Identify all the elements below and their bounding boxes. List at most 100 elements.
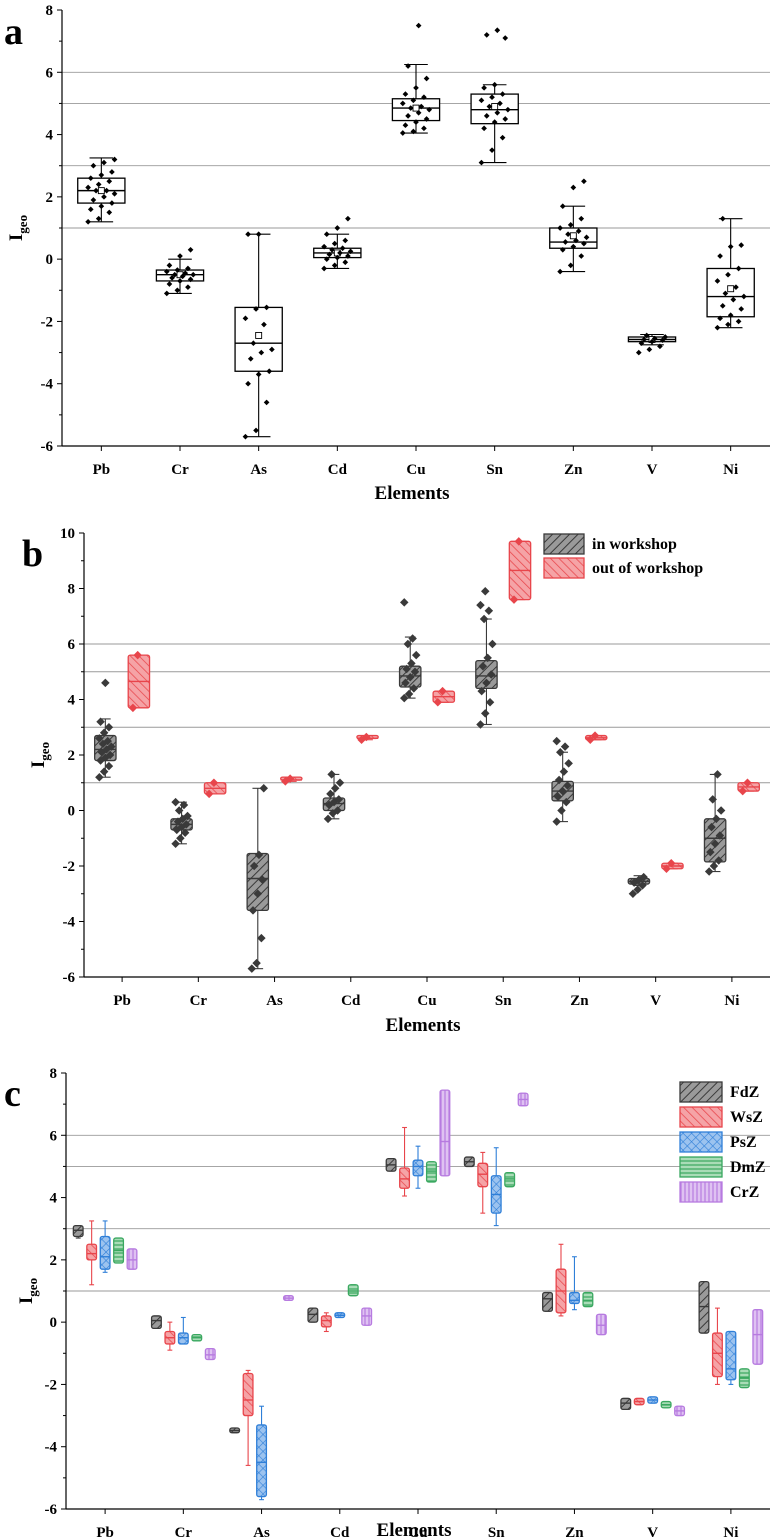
data-point: [245, 380, 251, 387]
data-point: [409, 684, 419, 693]
data-point: [345, 253, 351, 259]
data-point: [666, 858, 676, 868]
data-point: [722, 290, 729, 297]
data-point: [633, 885, 642, 894]
box: [542, 1291, 554, 1312]
data-point: [399, 100, 406, 107]
data-point: [578, 253, 585, 259]
data-point: [323, 814, 333, 824]
data-point: [565, 231, 571, 238]
y-tick-label: 6: [68, 637, 76, 653]
data-point: [641, 336, 647, 343]
data-point: [741, 293, 747, 300]
data-point: [263, 304, 270, 311]
data-point: [347, 248, 354, 255]
data-point: [476, 600, 485, 610]
data-point: [410, 97, 417, 104]
data-point: [407, 105, 414, 111]
mean-marker: [727, 285, 735, 293]
y-tick-label: 4: [50, 1191, 58, 1207]
data-point: [738, 242, 745, 248]
data-point: [171, 839, 180, 849]
mean-marker: [491, 103, 499, 110]
data-point: [255, 371, 262, 378]
data-point: [485, 698, 495, 707]
data-point: [410, 667, 420, 676]
data-point: [476, 720, 485, 729]
data-point: [657, 343, 663, 350]
legend-label: PsZ: [730, 1134, 757, 1151]
data-point: [327, 770, 336, 779]
data-point: [163, 290, 170, 297]
data-point: [95, 181, 102, 188]
data-point: [250, 340, 257, 347]
data-point: [98, 172, 105, 178]
data-point: [399, 130, 406, 136]
data-point: [499, 134, 506, 141]
box: [99, 1235, 111, 1270]
data-point: [564, 759, 573, 768]
mean-marker: [255, 331, 263, 339]
data-point: [714, 324, 721, 331]
panel-b: -6 -4 -2 0 2 4 6 8 10 Pb Cr As Cd Cu Sn Zn V Ni Elements Ig…: [22, 526, 770, 1036]
y-axis-title: Igeo: [6, 215, 30, 241]
panel-label: c: [4, 1073, 21, 1115]
data-point: [400, 598, 409, 607]
box: [711, 1332, 723, 1378]
box: [504, 1172, 516, 1188]
data-point: [421, 94, 427, 101]
x-tick-label: Ni: [723, 1525, 738, 1540]
data-point: [481, 709, 490, 718]
data-point: [649, 338, 655, 345]
data-point: [575, 228, 582, 234]
data-point: [104, 761, 114, 771]
data-point: [662, 864, 671, 874]
data-point: [326, 789, 335, 799]
x-tick-label: Zn: [564, 462, 583, 478]
panel-a: -6 -4 -2 0 2 4 6 8 Pb Cr As Cd Cu Sn Zn V Ni Elements Igeo…: [4, 3, 770, 504]
data-point: [662, 334, 669, 340]
data-point: [502, 35, 509, 41]
data-point: [725, 321, 731, 328]
y-tick-label: 2: [68, 748, 76, 764]
data-point: [85, 218, 91, 225]
data-point: [259, 784, 269, 793]
series-dmz: [113, 1161, 750, 1409]
data-point: [558, 786, 567, 796]
data-point: [482, 678, 491, 688]
data-point: [502, 116, 509, 122]
data-point: [163, 268, 170, 275]
data-point: [743, 778, 752, 787]
x-tick-label: As: [253, 1525, 270, 1540]
data-point: [421, 125, 427, 132]
data-point: [712, 814, 721, 824]
data-point: [581, 240, 587, 247]
series-fdz: [72, 1156, 710, 1434]
series-wsz: [86, 1126, 723, 1466]
data-point: [426, 106, 433, 113]
box: [698, 1281, 710, 1334]
series-out-of-workshop: [127, 537, 760, 874]
data-point: [719, 215, 726, 222]
data-point: [87, 175, 94, 181]
data-point: [738, 786, 747, 796]
data-point: [171, 271, 178, 278]
data-point: [559, 767, 569, 776]
data-point: [85, 184, 91, 191]
x-tick-label: Cd: [341, 993, 361, 1009]
data-point: [643, 332, 650, 339]
data-point: [573, 237, 579, 244]
data-point: [261, 321, 267, 328]
data-point: [478, 159, 485, 166]
data-point: [334, 225, 341, 231]
legend-swatch: [679, 1156, 723, 1178]
x-axis-title: Elements: [375, 483, 450, 504]
data-point: [719, 303, 726, 309]
data-point: [174, 287, 181, 294]
data-point: [583, 234, 590, 241]
data-point: [727, 312, 734, 319]
data-point: [646, 346, 653, 353]
box: [706, 267, 755, 318]
data-point: [329, 246, 335, 253]
data-point: [570, 184, 577, 191]
